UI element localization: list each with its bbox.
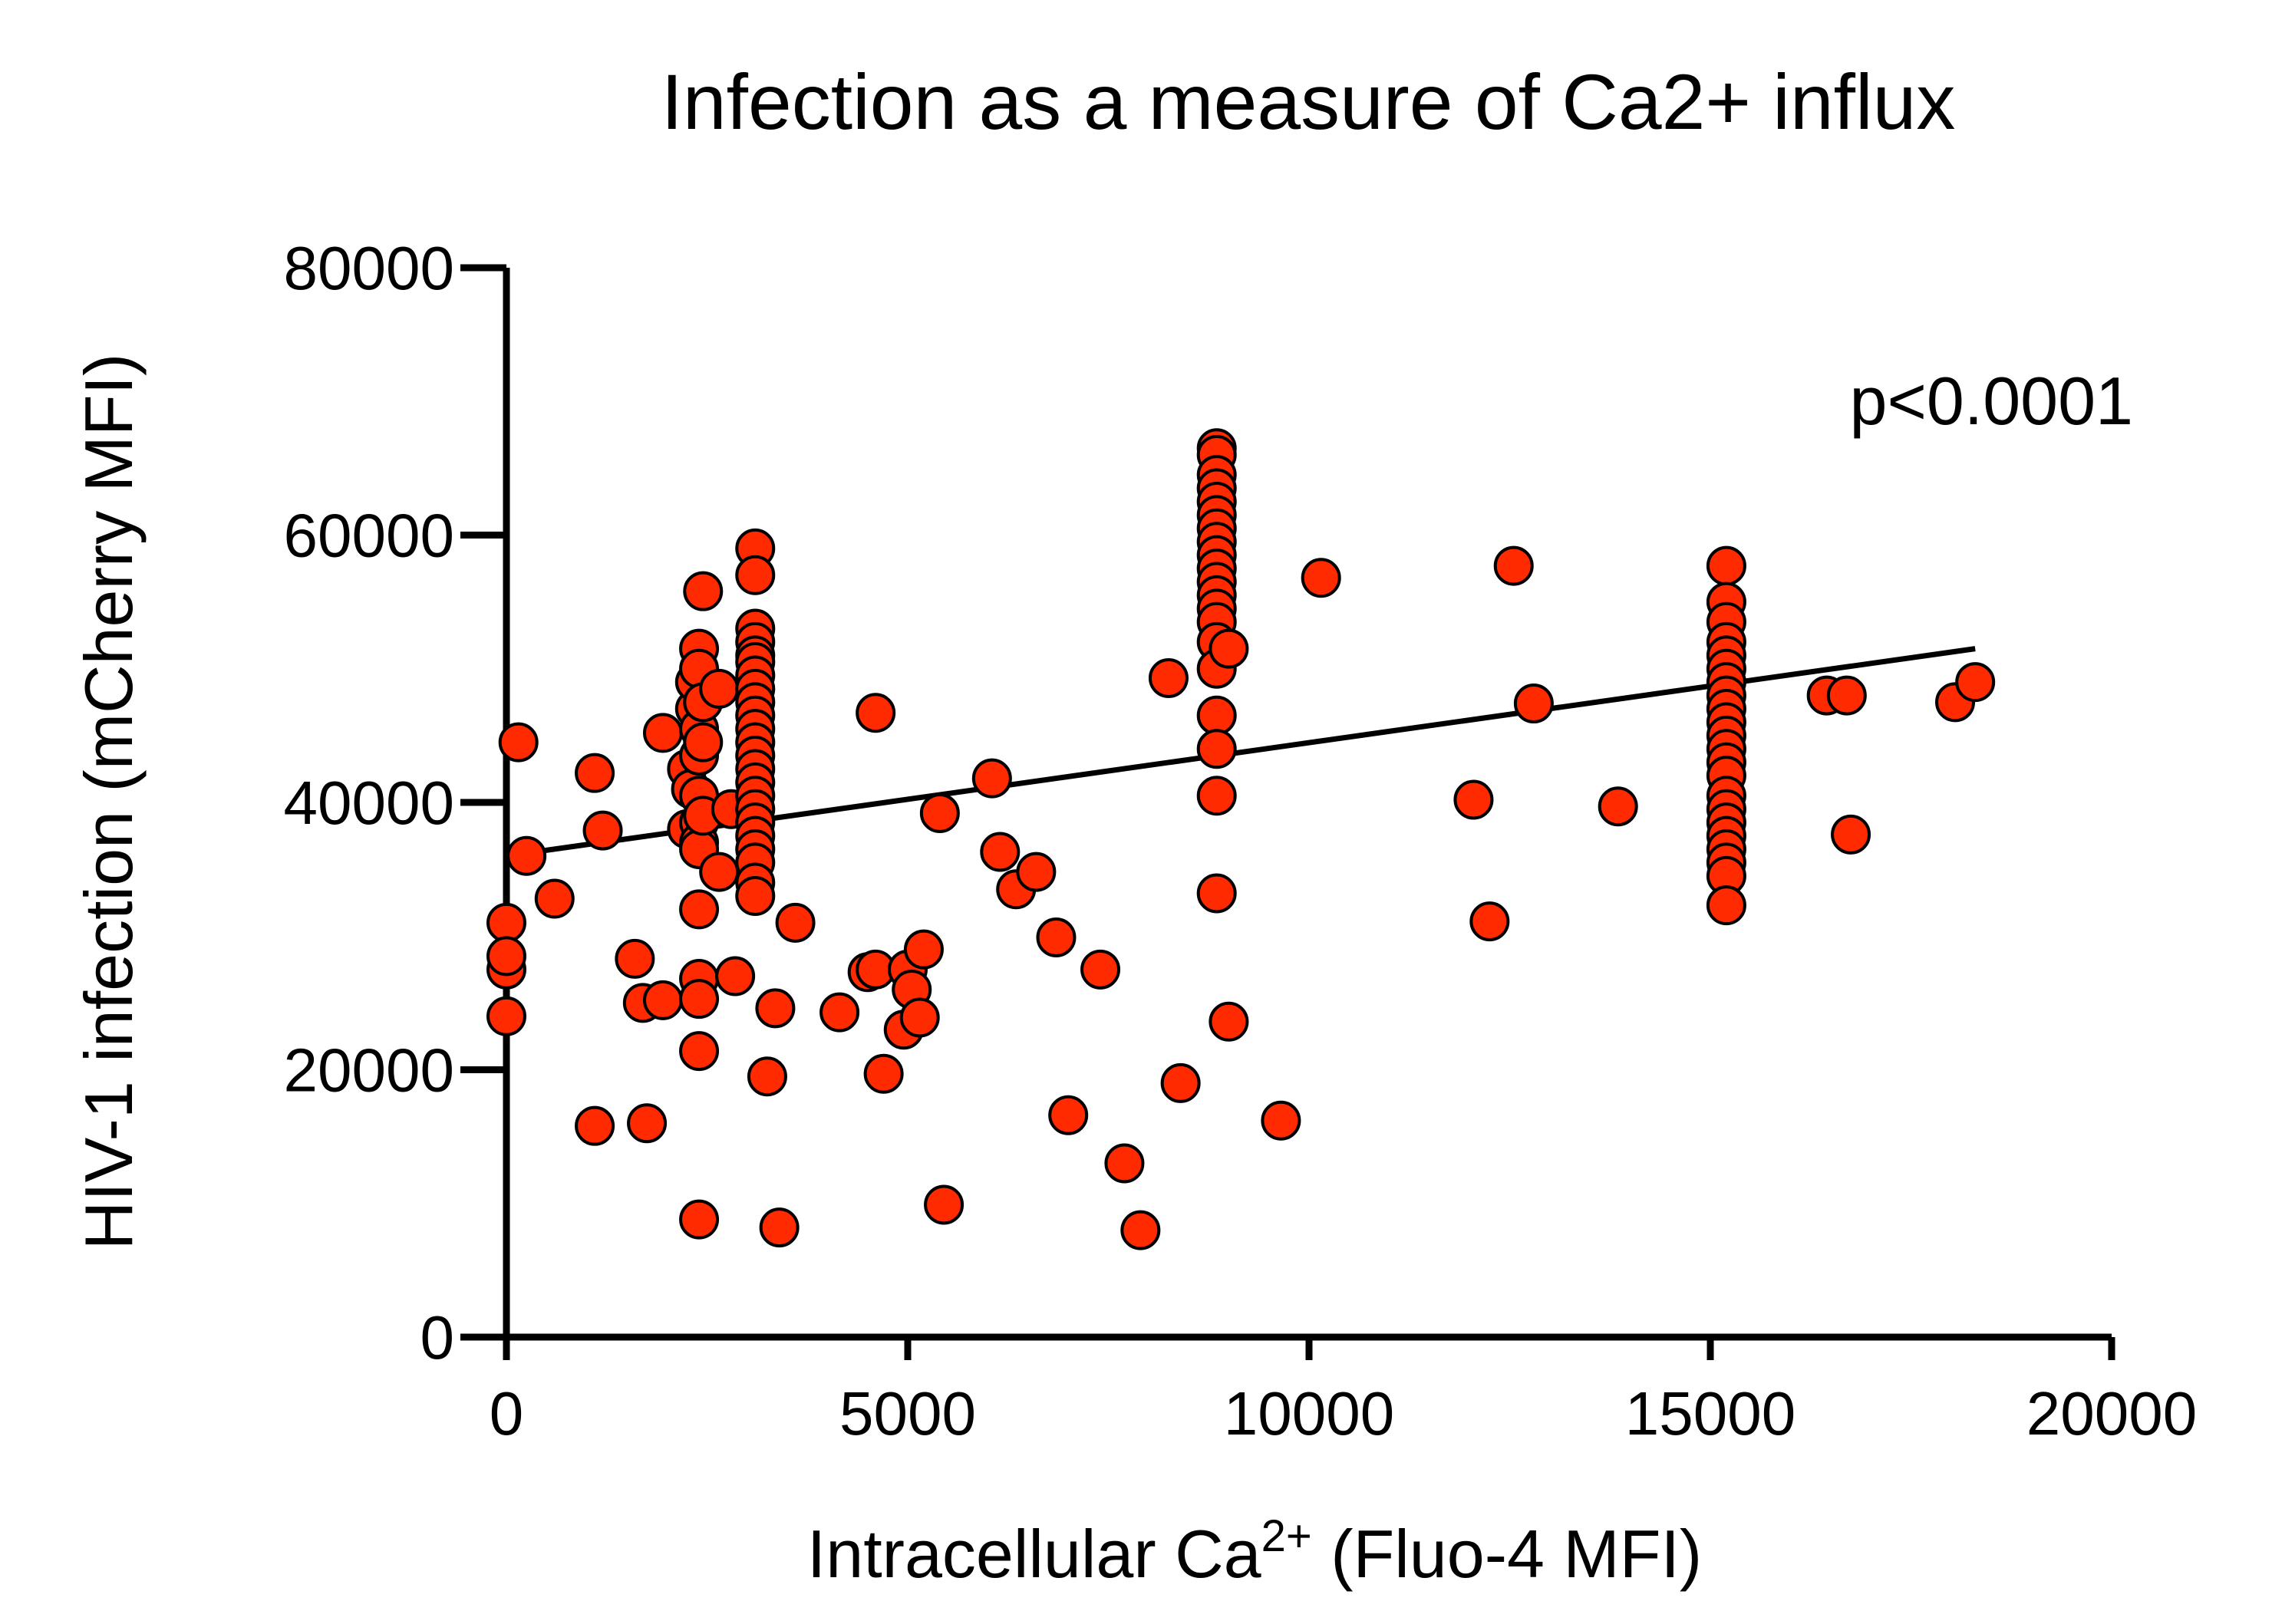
data-point [1196, 729, 1237, 769]
data-point [486, 996, 526, 1036]
x-axis-label: Intracellular Ca2+ (Fluo-4 MFI) [807, 1511, 1702, 1592]
data-point [699, 668, 740, 709]
data-point [1104, 1143, 1145, 1184]
data-point [747, 1056, 787, 1097]
data-point [1831, 814, 1871, 855]
data-point [1196, 695, 1237, 736]
data-point [856, 693, 896, 733]
data-point [683, 722, 724, 763]
data-point [1036, 917, 1077, 957]
data-point [679, 889, 720, 930]
data-point [735, 555, 776, 595]
data-point [775, 902, 816, 943]
data-point [1209, 628, 1249, 669]
p-value-annotation: p<0.0001 [1850, 363, 2134, 439]
data-point [1598, 786, 1638, 827]
data-point [980, 832, 1021, 872]
data-point [1080, 949, 1121, 990]
y-tick-label: 60000 [284, 502, 454, 570]
data-point [819, 992, 860, 1033]
data-point [582, 810, 623, 851]
data-points [486, 428, 1996, 1250]
data-point [1955, 662, 1996, 703]
data-point [1120, 1210, 1161, 1250]
y-axis-label: HIV-1 infection (mCherry MFI) [71, 354, 147, 1250]
y-tick-label: 20000 [284, 1036, 454, 1105]
data-point [919, 792, 960, 833]
x-tick-label: 0 [490, 1379, 524, 1448]
data-point [1148, 657, 1189, 698]
data-point [486, 902, 526, 943]
data-point [1706, 545, 1746, 586]
data-point [715, 956, 756, 996]
y-tick-label: 80000 [284, 234, 454, 302]
data-point [1261, 1100, 1301, 1141]
data-point [735, 875, 776, 916]
data-point [1016, 852, 1057, 892]
y-tick-label: 0 [420, 1303, 455, 1372]
data-point [575, 753, 615, 793]
data-point [699, 852, 740, 892]
data-point [903, 929, 944, 970]
x-axis-label-main: Intracellular Ca [807, 1516, 1261, 1592]
data-point [1048, 1095, 1089, 1135]
data-point [615, 938, 655, 979]
x-axis-label-suffix: (Fluo-4 MFI) [1312, 1516, 1702, 1592]
data-point [627, 1103, 668, 1144]
y-tick-label: 40000 [284, 769, 454, 837]
data-point [1469, 901, 1510, 942]
data-point [679, 1199, 720, 1240]
data-point [486, 936, 526, 977]
ticks: 0 5000 10000 15000 20000 0 20000 40000 60000 8000… [284, 234, 2198, 1448]
data-point [899, 997, 940, 1038]
chart-title: Infection as a measure of Ca2+ influx [661, 58, 1956, 146]
data-point [971, 758, 1012, 799]
data-point [683, 571, 724, 611]
x-tick-label: 20000 [2026, 1379, 2197, 1448]
data-point [679, 1031, 720, 1072]
x-axis-label-superscript: 2+ [1261, 1511, 1312, 1561]
data-point [863, 1053, 904, 1094]
data-point [642, 713, 683, 753]
data-point [924, 1184, 965, 1225]
x-tick-label: 10000 [1224, 1379, 1394, 1448]
data-point [1513, 684, 1554, 724]
data-point [759, 1207, 800, 1248]
data-point [679, 979, 720, 1020]
data-point [1826, 675, 1867, 716]
data-point [1209, 1001, 1249, 1042]
data-point [1301, 558, 1341, 598]
data-point [1196, 776, 1237, 816]
x-tick-label: 15000 [1625, 1379, 1796, 1448]
data-point [534, 878, 575, 919]
data-point [1196, 873, 1237, 914]
data-point [1453, 779, 1494, 820]
data-point [575, 1105, 615, 1146]
data-point [1706, 885, 1746, 926]
data-point [1493, 545, 1534, 586]
data-point [642, 980, 683, 1020]
data-point [755, 988, 796, 1029]
data-point [1160, 1062, 1201, 1103]
data-point [506, 835, 547, 876]
x-tick-label: 5000 [839, 1379, 976, 1448]
data-point [498, 722, 539, 763]
